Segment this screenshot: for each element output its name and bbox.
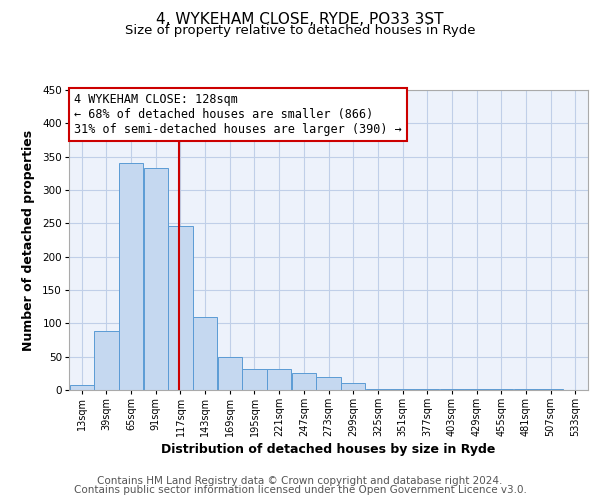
Bar [70,386,94,390]
Bar [119,164,143,390]
Bar [144,168,168,390]
Y-axis label: Number of detached properties: Number of detached properties [22,130,35,350]
Bar [94,332,119,390]
Bar [341,384,365,390]
Bar [316,376,341,390]
Text: 4 WYKEHAM CLOSE: 128sqm
← 68% of detached houses are smaller (866)
31% of semi-d: 4 WYKEHAM CLOSE: 128sqm ← 68% of detache… [74,93,402,136]
X-axis label: Distribution of detached houses by size in Ryde: Distribution of detached houses by size … [161,444,496,456]
Text: Size of property relative to detached houses in Ryde: Size of property relative to detached ho… [125,24,475,37]
Text: Contains HM Land Registry data © Crown copyright and database right 2024.: Contains HM Land Registry data © Crown c… [97,476,503,486]
Bar [242,368,266,390]
Bar [267,370,291,390]
Bar [193,316,217,390]
Bar [218,358,242,390]
Text: 4, WYKEHAM CLOSE, RYDE, PO33 3ST: 4, WYKEHAM CLOSE, RYDE, PO33 3ST [156,12,444,28]
Bar [169,226,193,390]
Bar [292,374,316,390]
Text: Contains public sector information licensed under the Open Government Licence v3: Contains public sector information licen… [74,485,526,495]
